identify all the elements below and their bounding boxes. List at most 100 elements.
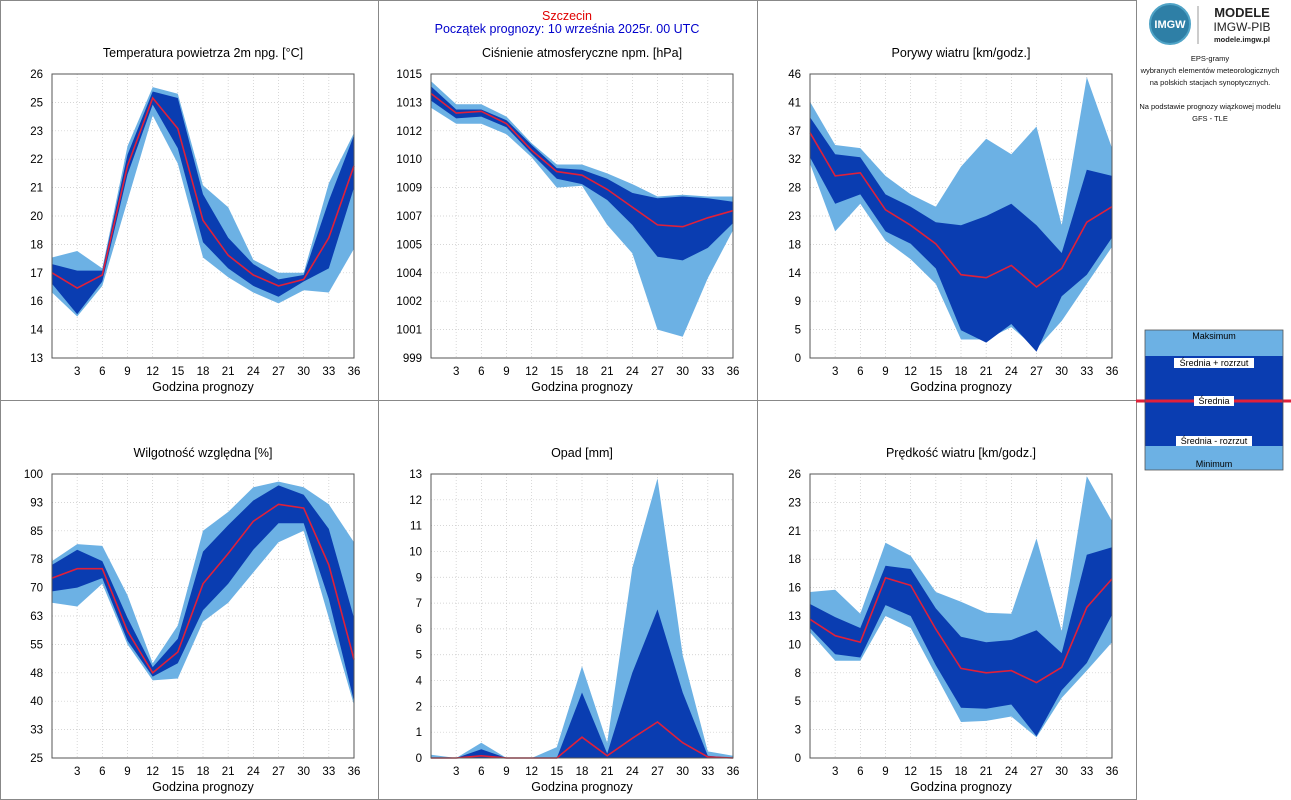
legend-label-bg (1176, 436, 1252, 446)
x-tick-label: 6 (478, 766, 484, 778)
y-tick-label: 1001 (396, 325, 422, 337)
plot-frame (809, 473, 1113, 759)
x-tick-label: 21 (980, 766, 993, 778)
x-tick-label: 30 (676, 366, 689, 378)
x-tick-label: 24 (1005, 766, 1018, 778)
mean-line (51, 503, 355, 675)
y-tick-label: 32 (788, 154, 801, 166)
chart-title: Prędkość wiatru [km/godz.] (886, 446, 1036, 460)
x-tick-label: 9 (882, 366, 888, 378)
y-tick-label: 70 (30, 583, 43, 595)
y-tick-label: 25 (30, 97, 43, 109)
y-tick-label: 8 (795, 668, 801, 680)
x-tick-label: 15 (550, 366, 563, 378)
x-tick-label: 24 (247, 766, 260, 778)
x-tick-label: 36 (727, 766, 740, 778)
chart-title: Porywy wiatru [km/godz.] (892, 46, 1031, 60)
x-tick-label: 3 (453, 366, 459, 378)
y-tick-label: 0 (416, 753, 422, 765)
logo-text: IMGW (1154, 19, 1186, 31)
x-tick-label: 24 (626, 366, 639, 378)
plot-frame (430, 473, 734, 759)
x-tick-label: 15 (929, 366, 942, 378)
spread-band (431, 609, 733, 758)
y-tick-label: 13 (30, 353, 43, 365)
y-tick-label: 7 (416, 598, 422, 610)
legend-label-bg (1182, 331, 1246, 341)
x-axis-label: Godzina prognozy (910, 780, 1012, 794)
y-tick-label: 21 (30, 183, 43, 195)
x-tick-label: 36 (1106, 366, 1119, 378)
y-tick-label: 78 (30, 554, 43, 566)
x-tick-label: 12 (146, 366, 159, 378)
x-tick-label: 15 (171, 766, 184, 778)
y-tick-label: 999 (403, 353, 422, 365)
y-tick-label: 1 (416, 727, 422, 739)
x-tick-label: 36 (727, 366, 740, 378)
x-tick-label: 33 (322, 366, 335, 378)
x-tick-label: 27 (1030, 366, 1043, 378)
spread-band (810, 117, 1112, 352)
charts: Temperatura powietrza 2m npg. [°C]131416… (24, 46, 1119, 794)
legend-mean-minus: Średnia - rozrzut (1181, 435, 1248, 446)
legend: Maksimum Średnia + rozrzut Średnia Średn… (1136, 329, 1291, 471)
y-tick-label: 26 (788, 469, 801, 481)
x-tick-label: 9 (503, 766, 509, 778)
x-tick-label: 3 (832, 766, 838, 778)
x-axis-label: Godzina prognozy (152, 780, 254, 794)
x-tick-label: 21 (222, 766, 235, 778)
plot-frame (430, 73, 734, 359)
x-tick-label: 18 (955, 766, 968, 778)
forecast-start: Początek prognozy: 10 września 2025r. 00… (435, 22, 700, 36)
chart-panel: Temperatura powietrza 2m npg. [°C] 13 14 16… (30, 46, 360, 394)
x-axis-label: Godzina prognozy (152, 380, 254, 394)
mean-line (809, 132, 1113, 289)
y-tick-label: 13 (409, 469, 422, 481)
x-tick-label: 27 (1030, 766, 1043, 778)
x-tick-label: 33 (1080, 366, 1093, 378)
y-tick-label: 0 (795, 353, 801, 365)
x-tick-label: 30 (1055, 366, 1068, 378)
y-tick-label: 40 (30, 696, 43, 708)
logo-title-1: MODELE (1214, 5, 1270, 20)
x-tick-label: 33 (1080, 766, 1093, 778)
x-tick-label: 18 (197, 366, 210, 378)
legend-mean: Średnia (1198, 395, 1229, 406)
y-tick-label: 63 (30, 611, 43, 623)
y-tick-label: 5 (795, 696, 801, 708)
x-tick-label: 30 (297, 766, 310, 778)
y-tick-label: 1009 (396, 183, 422, 195)
desc-line: na polskich stacjach synoptycznych. (1150, 78, 1270, 87)
y-tick-label: 1007 (396, 211, 422, 223)
legend-min: Minimum (1196, 459, 1233, 469)
x-tick-label: 33 (322, 766, 335, 778)
y-tick-label: 26 (30, 69, 43, 81)
x-tick-label: 15 (171, 366, 184, 378)
mean-line (431, 721, 734, 759)
y-tick-label: 1012 (396, 126, 422, 138)
x-tick-label: 30 (676, 766, 689, 778)
x-tick-label: 12 (146, 766, 159, 778)
legend-label-bg (1174, 358, 1254, 368)
x-tick-label: 21 (222, 366, 235, 378)
desc-line: GFS - TLE (1192, 114, 1228, 123)
x-tick-label: 27 (651, 366, 664, 378)
chart-title: Wilgotność względna [%] (134, 446, 273, 460)
y-tick-label: 1002 (396, 296, 422, 308)
x-tick-label: 30 (1055, 766, 1068, 778)
y-tick-label: 46 (788, 69, 801, 81)
x-tick-label: 18 (197, 766, 210, 778)
spread-band (52, 485, 354, 702)
x-tick-label: 6 (857, 366, 863, 378)
mean-line (809, 576, 1113, 684)
logo-title-2: IMGW-PIB (1213, 20, 1270, 34)
y-tick-label: 1013 (396, 97, 422, 109)
chart-panel: Wilgotność względna [%]25334048556370788… (24, 446, 361, 794)
y-tick-label: 5 (795, 325, 801, 337)
x-tick-label: 3 (74, 366, 80, 378)
x-tick-label: 6 (478, 366, 484, 378)
y-tick-label: 23 (788, 211, 801, 223)
y-tick-label: 1005 (396, 239, 422, 251)
x-tick-label: 9 (124, 366, 130, 378)
